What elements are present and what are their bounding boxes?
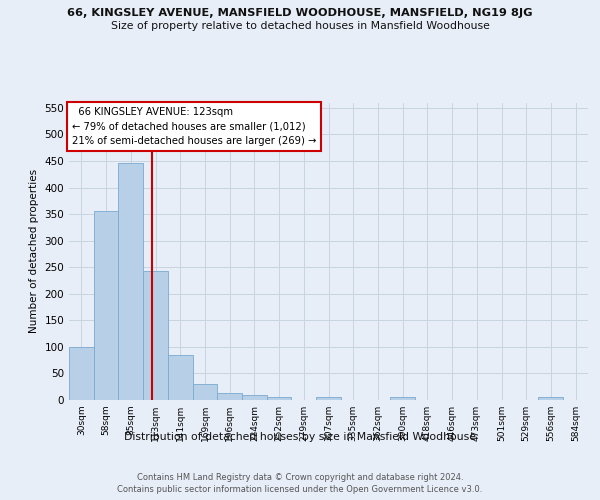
Bar [316,398,341,400]
Bar [169,355,193,400]
Bar [193,384,217,400]
Text: Size of property relative to detached houses in Mansfield Woodhouse: Size of property relative to detached ho… [110,21,490,31]
Bar [217,393,242,400]
Bar [70,347,94,400]
Bar [118,162,143,400]
Bar [94,212,118,400]
Y-axis label: Number of detached properties: Number of detached properties [29,169,39,334]
Text: Contains public sector information licensed under the Open Government Licence v3: Contains public sector information licen… [118,485,482,494]
Bar [143,272,167,400]
Bar [538,398,563,400]
Text: 66 KINGSLEY AVENUE: 123sqm  
← 79% of detached houses are smaller (1,012)
21% of: 66 KINGSLEY AVENUE: 123sqm ← 79% of deta… [71,107,316,146]
Bar [391,398,415,400]
Text: Contains HM Land Registry data © Crown copyright and database right 2024.: Contains HM Land Registry data © Crown c… [137,472,463,482]
Text: Distribution of detached houses by size in Mansfield Woodhouse: Distribution of detached houses by size … [124,432,476,442]
Bar [268,398,290,400]
Text: 66, KINGSLEY AVENUE, MANSFIELD WOODHOUSE, MANSFIELD, NG19 8JG: 66, KINGSLEY AVENUE, MANSFIELD WOODHOUSE… [67,8,533,18]
Bar [242,395,266,400]
